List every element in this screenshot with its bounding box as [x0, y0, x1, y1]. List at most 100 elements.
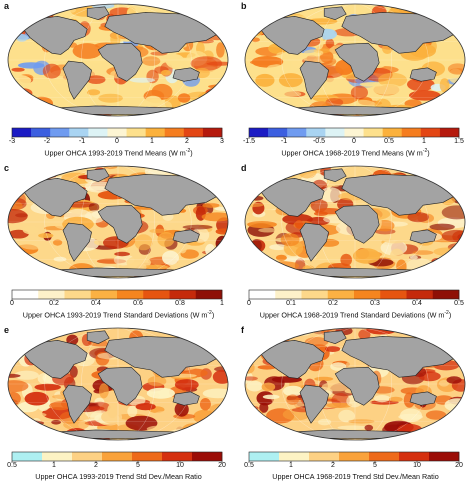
landmass-greenland: [86, 330, 110, 345]
colorbar-ticks: -3 -2 -1 0 1 2 3: [9, 138, 224, 148]
landmass-south-america: [62, 384, 92, 424]
field-blob: [8, 21, 19, 37]
colorbar-ticks: -1.5 -1 -0.5 0 0.5 1 1.5: [243, 138, 464, 148]
tick-label: 1: [422, 138, 426, 145]
field-blob: [415, 106, 427, 116]
field-blob: [34, 6, 57, 18]
colorbar-segment: [369, 452, 400, 461]
field-blob: [33, 166, 60, 172]
field-blob: [194, 4, 203, 19]
field-blob: [72, 43, 102, 59]
field-blob: [19, 238, 48, 250]
tick-label: 5: [373, 462, 377, 469]
landmass-australia: [409, 391, 437, 406]
colorbar-segment: [406, 290, 434, 299]
colorbar-frame: [11, 289, 223, 300]
field-blob: [250, 409, 264, 425]
field-blob: [374, 395, 391, 403]
field-blob: [441, 4, 465, 11]
field-blob: [338, 409, 355, 423]
colorbar: [11, 289, 223, 301]
field-blob: [269, 244, 288, 251]
field-blob: [8, 380, 29, 393]
colorbar-segment: [306, 128, 326, 137]
ocean-field: [8, 166, 228, 278]
field-blob: [8, 250, 24, 267]
colorbar-title-end: ): [427, 148, 430, 158]
field-blob: [245, 176, 263, 193]
colorbar-segment: [354, 290, 381, 299]
colorbar-title: Upper OHCA 1968-2019 Trend Standard Devi…: [237, 310, 474, 319]
colorbar-title-text: Upper OHCA 1968-2019 Trend Means (W m: [281, 148, 423, 158]
colorbar-segment: [249, 290, 276, 299]
field-blob: [437, 336, 457, 350]
field-blob: [298, 166, 317, 179]
field-blob: [364, 424, 374, 431]
field-blob: [275, 109, 306, 116]
colorbar-ticks: 0 0.2 0.4 0.6 0.8 1: [10, 300, 224, 310]
landmass-north-america: [23, 339, 88, 379]
field-blob: [409, 255, 418, 260]
field-blob: [186, 91, 213, 101]
colorbar-title-text: Upper OHCA 1993-2019 Trend Std Dev./Mean…: [35, 472, 202, 481]
colorbar-segment: [309, 452, 340, 461]
field-blob: [24, 54, 34, 60]
field-blob: [438, 328, 465, 336]
colorbar-title-exponent: -2: [207, 310, 212, 316]
field-blob: [409, 90, 441, 101]
colorbar-segment: [12, 290, 39, 299]
field-blob: [99, 383, 109, 399]
tick-label: 1: [289, 462, 293, 469]
colorbar-segment: [107, 128, 127, 137]
landmass-south-america: [62, 222, 92, 262]
field-blob: [286, 394, 299, 405]
field-blob: [280, 233, 300, 247]
graticule-meridian: [44, 328, 192, 440]
field-blob: [365, 408, 374, 421]
field-blob: [201, 176, 228, 187]
landmass-north-america: [260, 15, 325, 55]
colorbar-segment: [249, 452, 280, 461]
landmass-greenland: [86, 6, 110, 21]
colorbar: [248, 451, 460, 463]
field-blob: [23, 329, 54, 340]
tick-label: 0: [247, 300, 251, 307]
field-blob: [14, 370, 39, 380]
colorbar-segment: [50, 128, 70, 137]
colorbar-segment: [169, 290, 197, 299]
map-panel-a: a -3 -2 -1 0 1 2 3 Upper OHCA 1993-2019 Trend …: [0, 0, 237, 162]
field-blob: [398, 413, 423, 421]
field-blob: [441, 229, 465, 243]
ocean-field: [8, 4, 228, 116]
field-blob: [127, 405, 138, 417]
field-blob: [257, 365, 277, 370]
tick-label: -1: [78, 138, 86, 145]
colorbar-title-end: ): [211, 310, 215, 320]
colorbar-segment: [420, 128, 441, 137]
field-blob: [142, 56, 161, 66]
graticule-meridian: [44, 166, 192, 278]
field-blob: [303, 49, 324, 57]
field-blob: [419, 271, 435, 278]
field-blob: [439, 78, 450, 93]
map-panel-c: c 0 0.2 0.4 0.6 0.8 1 Upper OHCA 1993-2019 Tr…: [0, 162, 237, 324]
field-blob: [371, 83, 403, 95]
field-blob: [168, 429, 200, 438]
graticule-meridian: [318, 328, 392, 440]
field-blob: [202, 388, 228, 399]
field-blob: [447, 182, 465, 195]
field-blob: [412, 250, 434, 255]
colorbar-segment: [401, 128, 422, 137]
field-blob: [98, 93, 123, 103]
field-blob: [246, 4, 256, 15]
colorbar-frame: [248, 451, 460, 462]
map-panel-e: e 0.5 1 2 5 10 20 Upper OHCA 1993-2019 Trend …: [0, 324, 237, 486]
colorbar-segment: [72, 452, 103, 461]
field-blob: [146, 425, 172, 433]
field-blob: [294, 219, 304, 229]
tick-label: 20: [218, 462, 226, 469]
map-outline: [7, 165, 229, 279]
field-blob: [211, 4, 228, 15]
field-blob: [261, 382, 276, 392]
field-blob: [314, 376, 334, 382]
